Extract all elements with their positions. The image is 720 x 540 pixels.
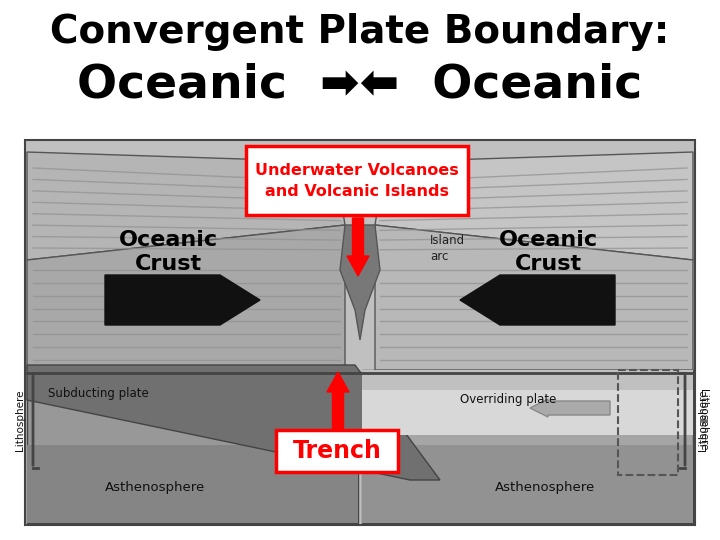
Polygon shape [27, 152, 345, 260]
Text: Oceanic
Crust: Oceanic Crust [498, 230, 598, 274]
Polygon shape [25, 140, 695, 525]
Polygon shape [27, 225, 345, 370]
Polygon shape [362, 370, 693, 390]
FancyArrow shape [347, 218, 369, 276]
Text: Island
arc: Island arc [430, 233, 465, 262]
FancyArrow shape [530, 399, 610, 417]
FancyArrow shape [327, 372, 349, 430]
Polygon shape [27, 445, 358, 523]
Text: Lithosphere: Lithosphere [698, 389, 708, 451]
Text: Oceanic
Crust: Oceanic Crust [118, 230, 217, 274]
FancyBboxPatch shape [276, 430, 398, 472]
Text: Oceanic  ➡⬅  Oceanic: Oceanic ➡⬅ Oceanic [77, 63, 643, 107]
Text: Asthenosphere: Asthenosphere [495, 482, 595, 495]
Text: Asthenosphere: Asthenosphere [105, 482, 205, 495]
Polygon shape [27, 365, 440, 480]
Polygon shape [362, 370, 693, 435]
Polygon shape [27, 370, 358, 523]
Text: Lithosphere: Lithosphere [698, 389, 708, 451]
FancyArrow shape [105, 275, 260, 325]
Polygon shape [375, 225, 693, 370]
Text: Lithosphere: Lithosphere [15, 389, 25, 451]
Text: Subducting plate: Subducting plate [48, 387, 149, 400]
FancyArrow shape [460, 275, 615, 325]
Polygon shape [375, 152, 693, 260]
FancyBboxPatch shape [246, 146, 468, 215]
Text: Trench: Trench [292, 439, 382, 463]
Text: Overriding plate: Overriding plate [460, 394, 557, 407]
Polygon shape [362, 445, 693, 523]
Polygon shape [362, 370, 693, 523]
Polygon shape [340, 225, 380, 340]
Text: Underwater Volcanoes
and Volcanic Islands: Underwater Volcanoes and Volcanic Island… [255, 163, 459, 199]
Text: Convergent Plate Boundary:: Convergent Plate Boundary: [50, 13, 670, 51]
